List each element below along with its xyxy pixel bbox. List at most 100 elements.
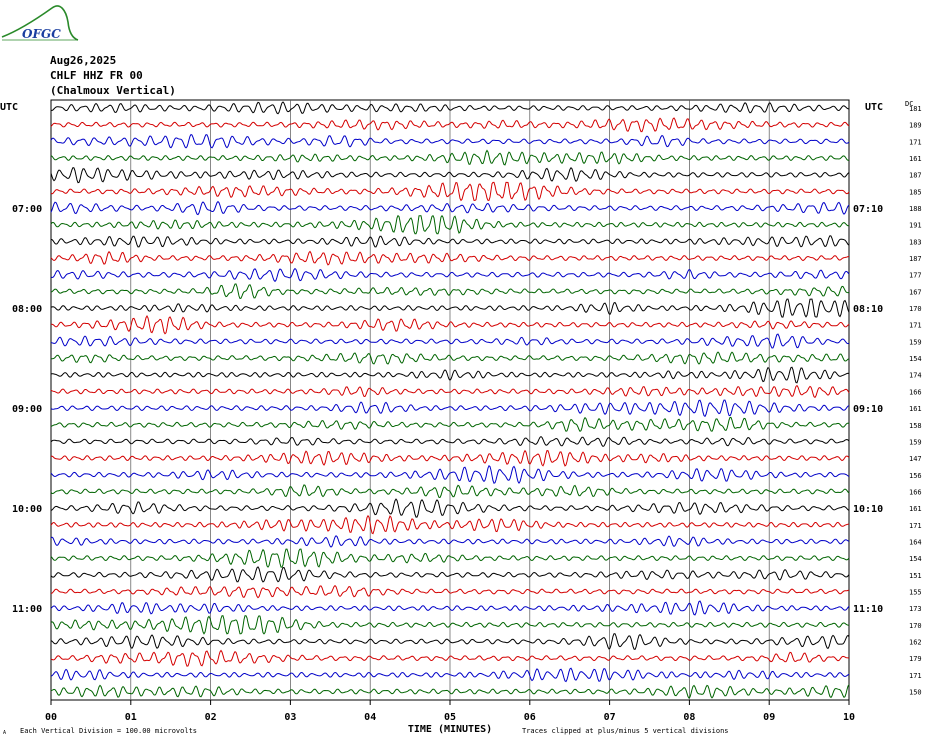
trace-line bbox=[50, 351, 850, 365]
trace-line bbox=[50, 548, 850, 568]
left-time-label: 10:00 bbox=[12, 504, 42, 515]
left-time-label: 08:00 bbox=[12, 304, 42, 315]
footer-clip-note: Traces clipped at plus/minus 5 vertical … bbox=[522, 727, 729, 735]
left-time-label: 11:00 bbox=[12, 604, 42, 615]
trace-line bbox=[50, 250, 849, 266]
footer-mark: A bbox=[3, 730, 6, 736]
trace-line bbox=[50, 366, 850, 384]
footer-scale-note: Each Vertical Division = 100.00 microvol… bbox=[20, 727, 197, 735]
ofgc-logo bbox=[1, 5, 79, 41]
trace-line bbox=[50, 200, 850, 216]
trace-line bbox=[50, 600, 850, 616]
x-tick-label: 01 bbox=[125, 712, 137, 723]
dc-offset-label: 185 bbox=[909, 188, 922, 196]
x-tick-label: 00 bbox=[45, 712, 57, 723]
x-tick-label: 08 bbox=[683, 712, 695, 723]
trace-line bbox=[50, 535, 850, 548]
logo-text: OFGC bbox=[22, 27, 61, 41]
x-tick-label: 10 bbox=[843, 712, 855, 723]
dc-header-label: DC bbox=[905, 100, 913, 108]
right-time-label: 11:10 bbox=[853, 604, 883, 615]
x-axis-title: TIME (MINUTES) bbox=[408, 724, 492, 735]
trace-line bbox=[50, 435, 850, 448]
dc-offset-label: 171 bbox=[909, 138, 922, 146]
dc-offset-label: 183 bbox=[909, 238, 922, 246]
right-time-label: 10:10 bbox=[853, 504, 883, 515]
plot-grid bbox=[50, 99, 850, 705]
dc-offset-label: 151 bbox=[909, 572, 922, 580]
trace-line bbox=[50, 399, 850, 418]
trace-line bbox=[50, 514, 850, 535]
trace-line bbox=[50, 615, 850, 635]
dc-offset-label: 164 bbox=[909, 538, 922, 546]
trace-line bbox=[50, 167, 850, 184]
right-time-label: 09:10 bbox=[853, 404, 883, 415]
trace-line bbox=[50, 133, 850, 149]
dc-offset-label: 158 bbox=[909, 422, 922, 430]
dc-offset-label: 171 bbox=[909, 522, 922, 530]
dc-offset-label: 156 bbox=[909, 472, 922, 480]
trace-line bbox=[50, 449, 850, 467]
left-utc-label: UTC bbox=[0, 102, 18, 113]
trace-line bbox=[50, 117, 850, 133]
trace-line bbox=[50, 465, 850, 485]
logo-swoosh-icon bbox=[1, 5, 79, 41]
x-tick-label: 06 bbox=[524, 712, 536, 723]
dc-offset-label: 187 bbox=[909, 255, 922, 263]
trace-line bbox=[50, 684, 850, 699]
trace-line bbox=[50, 416, 850, 432]
station-description: (Chalmoux Vertical) bbox=[50, 84, 176, 97]
dc-offset-label: 161 bbox=[909, 505, 922, 513]
dc-offset-label: 162 bbox=[909, 638, 922, 646]
dc-offset-label: 161 bbox=[909, 405, 922, 413]
dc-offset-label: 171 bbox=[909, 322, 922, 330]
trace-line bbox=[50, 484, 850, 499]
right-utc-label: UTC bbox=[865, 102, 883, 113]
dc-offset-label: 159 bbox=[909, 438, 922, 446]
seismic-traces bbox=[50, 101, 850, 699]
dc-offset-label: 170 bbox=[909, 305, 922, 313]
trace-line bbox=[50, 498, 850, 518]
right-time-label: 08:10 bbox=[853, 304, 883, 315]
x-tick-label: 05 bbox=[444, 712, 456, 723]
dc-offset-label: 159 bbox=[909, 338, 922, 346]
dc-offset-label: 166 bbox=[909, 488, 922, 496]
dc-offset-label: 166 bbox=[909, 388, 922, 396]
dc-offset-label: 150 bbox=[909, 689, 922, 697]
dc-offset-label: 171 bbox=[909, 672, 922, 680]
dc-offset-label: 154 bbox=[909, 355, 922, 363]
x-tick-label: 04 bbox=[364, 712, 376, 723]
dc-offset-label: 181 bbox=[909, 105, 922, 113]
trace-line bbox=[50, 267, 850, 283]
dc-offset-label: 155 bbox=[909, 588, 922, 596]
x-tick-label: 02 bbox=[205, 712, 217, 723]
dc-offset-label: 154 bbox=[909, 555, 922, 563]
trace-line bbox=[50, 283, 850, 300]
left-time-label: 07:00 bbox=[12, 204, 42, 215]
dc-offset-label: 188 bbox=[909, 205, 922, 213]
dc-offset-label: 179 bbox=[909, 655, 922, 663]
right-time-label: 07:10 bbox=[853, 204, 883, 215]
trace-line bbox=[50, 298, 850, 318]
trace-line bbox=[50, 235, 850, 248]
trace-line bbox=[50, 101, 850, 115]
trace-line bbox=[50, 149, 850, 166]
dc-offset-label: 177 bbox=[909, 272, 922, 280]
dc-offset-label: 189 bbox=[909, 122, 922, 130]
trace-line bbox=[50, 214, 849, 235]
trace-line bbox=[50, 181, 850, 202]
trace-line bbox=[50, 584, 850, 599]
trace-line bbox=[50, 333, 850, 349]
left-time-label: 09:00 bbox=[12, 404, 42, 415]
dc-offset-label: 187 bbox=[909, 172, 922, 180]
dc-offset-label: 161 bbox=[909, 155, 922, 163]
dc-offset-label: 173 bbox=[909, 605, 922, 613]
dc-offset-label: 174 bbox=[909, 372, 922, 380]
dc-offset-label: 147 bbox=[909, 455, 922, 463]
station-code: CHLF HHZ FR 00 bbox=[50, 69, 143, 82]
x-tick-label: 09 bbox=[763, 712, 775, 723]
x-tick-label: 07 bbox=[604, 712, 616, 723]
dc-offset-label: 191 bbox=[909, 222, 922, 230]
trace-line bbox=[50, 384, 850, 399]
